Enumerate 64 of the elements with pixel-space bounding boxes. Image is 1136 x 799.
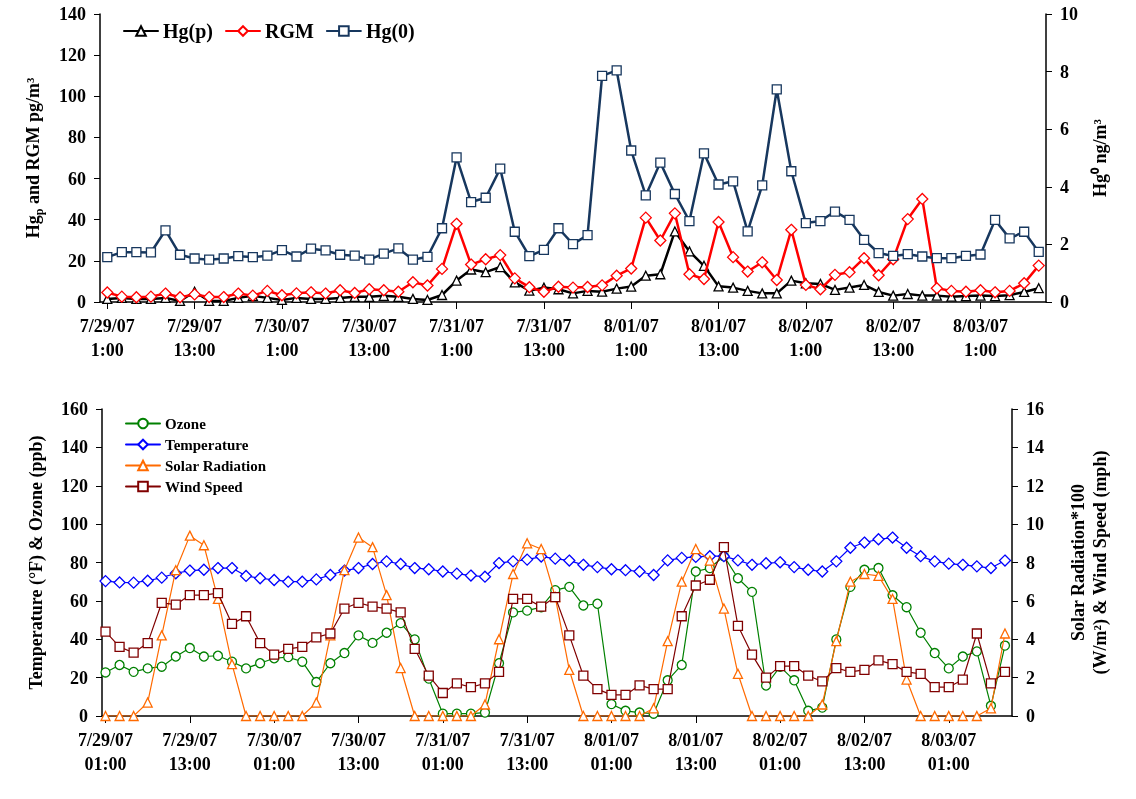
y-tick-label: 20 xyxy=(70,667,88,688)
y2-tick-label: 0 xyxy=(1060,292,1069,312)
x-tick-label: 7/30/07 13:00 xyxy=(330,730,386,774)
y2-axis-title: Hg⁰ ng/m³ xyxy=(1089,118,1110,197)
y2-tick-label: 10 xyxy=(1060,4,1078,24)
y-tick-label: 80 xyxy=(68,127,86,148)
y2-tick-label: 8 xyxy=(1060,61,1069,82)
legend-label: Hg(p) xyxy=(163,20,213,43)
y-tick-label: 100 xyxy=(59,86,86,107)
x-tick-label: 8/01/07 1:00 xyxy=(603,316,659,360)
x-tick-label: 8/01/07 13:00 xyxy=(691,316,747,360)
y-tick-label: 120 xyxy=(61,475,88,496)
y2-tick-label: 0 xyxy=(1026,706,1035,726)
y-tick-label: 80 xyxy=(70,552,88,573)
x-tick-label: 8/01/07 13:00 xyxy=(668,730,724,774)
x-tick-label: 7/31/07 1:00 xyxy=(429,316,485,360)
y-tick-label: 120 xyxy=(59,45,86,66)
x-tick-label: 8/03/07 01:00 xyxy=(921,730,977,774)
x-tick-label: 7/29/07 01:00 xyxy=(78,730,134,774)
x-tick-label: 7/29/07 13:00 xyxy=(167,316,223,360)
legend-label: Temperature xyxy=(165,436,249,453)
y2-tick-label: 4 xyxy=(1060,176,1069,197)
legend-label: RGM xyxy=(265,20,314,42)
y-tick-label: 60 xyxy=(68,168,86,189)
y-tick-label: 100 xyxy=(61,514,88,535)
legend-label: Hg(0) xyxy=(365,20,415,43)
y-tick-label: 0 xyxy=(77,292,86,312)
x-tick-label: 7/29/07 1:00 xyxy=(79,316,135,360)
y2-tick-label: 10 xyxy=(1026,514,1044,535)
legend-label: Solar Radiation xyxy=(165,457,267,474)
y-tick-label: 140 xyxy=(59,4,86,24)
y-tick-label: 20 xyxy=(68,250,86,271)
y2-tick-label: 14 xyxy=(1026,437,1044,458)
x-tick-label: 7/31/07 13:00 xyxy=(516,316,572,360)
y-tick-label: 160 xyxy=(61,399,88,419)
y2-tick-label: 4 xyxy=(1026,629,1035,650)
y2-tick-label: 2 xyxy=(1026,667,1035,688)
x-tick-label: 7/31/07 01:00 xyxy=(415,730,471,774)
x-tick-label: 7/29/07 13:00 xyxy=(162,730,218,774)
y2-axis-title: Solar Radiation*100 (W/m²) & Wind Speed (mph) xyxy=(1068,450,1111,675)
x-tick-label: 8/02/07 01:00 xyxy=(752,730,808,774)
y2-tick-label: 12 xyxy=(1026,475,1044,496)
x-tick-label: 7/30/07 13:00 xyxy=(341,316,397,360)
y-tick-label: 40 xyxy=(70,629,88,650)
y2-tick-label: 8 xyxy=(1026,552,1035,573)
x-tick-label: 8/02/07 13:00 xyxy=(865,316,921,360)
legend-label: Wind Speed xyxy=(165,478,244,495)
y-tick-label: 140 xyxy=(61,437,88,458)
y-axis-title: Temperature (°F) & Ozone (ppb) xyxy=(26,435,47,690)
x-tick-label: 8/02/07 1:00 xyxy=(778,316,834,360)
y2-tick-label: 2 xyxy=(1060,234,1069,255)
x-tick-label: 8/02/07 13:00 xyxy=(836,730,892,774)
y2-tick-label: 6 xyxy=(1026,590,1035,611)
y-tick-label: 0 xyxy=(79,706,88,726)
y2-tick-label: 6 xyxy=(1060,119,1069,140)
x-tick-label: 8/03/07 1:00 xyxy=(953,316,1009,360)
y-tick-label: 60 xyxy=(70,590,88,611)
x-tick-label: 7/31/07 13:00 xyxy=(499,730,555,774)
x-tick-label: 8/01/07 01:00 xyxy=(583,730,639,774)
y2-tick-label: 16 xyxy=(1026,399,1044,419)
x-tick-label: 7/30/07 01:00 xyxy=(246,730,302,774)
x-tick-label: 7/30/07 1:00 xyxy=(254,316,310,360)
legend-label: Ozone xyxy=(165,415,207,432)
y-tick-label: 40 xyxy=(68,209,86,230)
